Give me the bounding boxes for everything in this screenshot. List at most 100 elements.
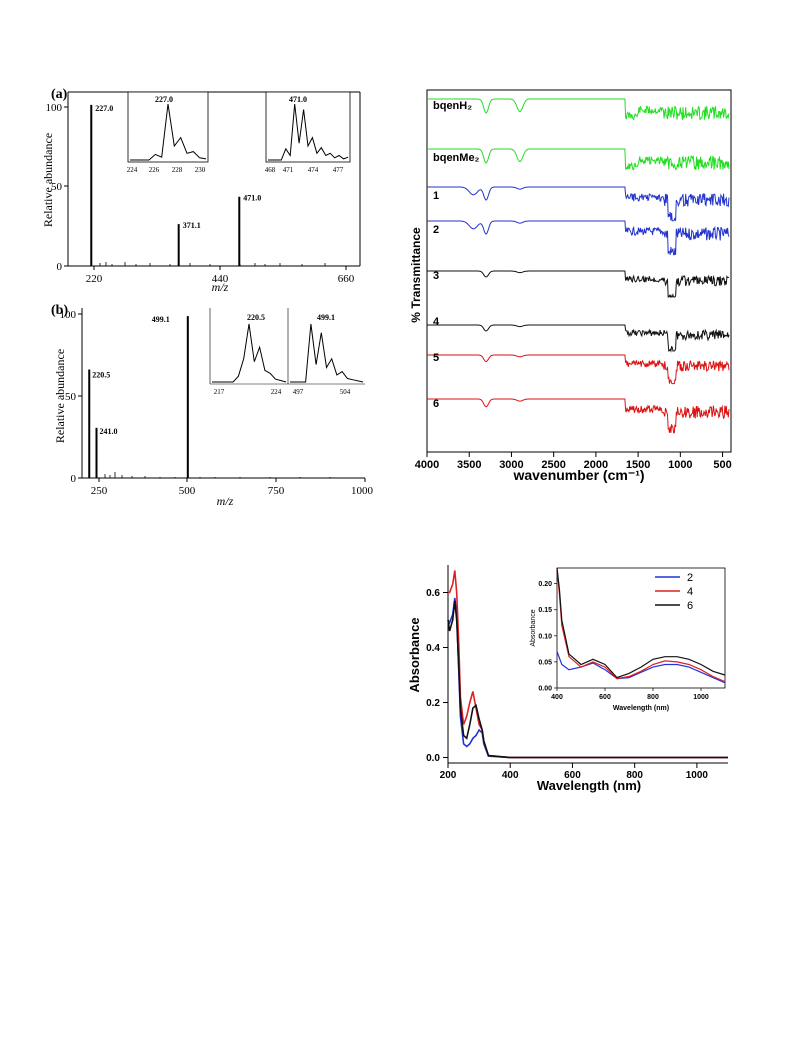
ir-series-label: 6	[433, 398, 439, 410]
ms-peak-label: 220.5	[92, 371, 110, 380]
x-tick-label: 3500	[457, 459, 481, 471]
inset-x-tick-label: 474	[308, 166, 319, 174]
y-tick-label: 0.0	[426, 753, 440, 764]
ir-series-label: 3	[433, 270, 439, 282]
ir-series-label: bqenMe₂	[433, 152, 480, 164]
ms-inset-b2: 499.1 497 504	[287, 308, 365, 396]
ir-trace	[427, 220, 730, 256]
x-tick-label: 2000	[584, 459, 608, 471]
y-tick-label: 0	[71, 473, 77, 485]
inset-peak-label: 499.1	[317, 313, 335, 322]
x-tick-label: 440	[212, 273, 229, 285]
ms-peak-label: 371.1	[183, 221, 201, 230]
y-tick-label: 50	[65, 391, 77, 403]
inset-x-tick-label: 217	[214, 388, 225, 396]
inset-peak-label: 471.0	[289, 95, 307, 104]
x-ticks: 4000 3500 3000 2500 2000 1500 1000 500	[415, 452, 732, 471]
inset-x-tick-label: 600	[599, 694, 611, 701]
x-axis-label: wavenumber (cm⁻¹)	[512, 467, 644, 483]
x-tick-label: 750	[268, 485, 285, 497]
inset-y-tick-label: 0.05	[538, 659, 552, 666]
inset-trace	[290, 323, 364, 383]
inset-x-tick-label: 230	[195, 166, 206, 174]
panel-label-b: (b)	[51, 303, 68, 318]
inset-frame	[556, 567, 726, 689]
inset-x-tick-label: 226	[149, 166, 160, 174]
inset-x-tick-label: 1000	[693, 694, 709, 701]
inset-x-tick-label: 224	[127, 166, 138, 174]
x-tick-label: 500	[713, 459, 731, 471]
y-axis-label: Relative abundance	[53, 349, 67, 443]
x-axis-label: Wavelength (nm)	[537, 778, 641, 793]
ir-trace	[427, 186, 730, 222]
ms-inset-a1: 227.0 224 226 228 230	[127, 91, 209, 174]
y-tick-label: 0	[57, 261, 63, 273]
y-axis-label: Absorbance	[407, 617, 422, 692]
ir-trace	[427, 398, 730, 434]
inset-x-axis-label: Wavelength (nm)	[613, 705, 669, 712]
inset-trace	[268, 103, 349, 161]
legend: 2 4 6	[655, 572, 693, 612]
x-tick-label: 1000	[351, 485, 374, 497]
y-axis-label: % Transmittance	[409, 227, 423, 323]
panel-label-a: (a)	[51, 87, 68, 102]
ms-peak-label: 499.1	[152, 315, 170, 324]
inset-y-axis-label: Absorbance	[530, 609, 537, 646]
uv-trace	[447, 600, 728, 759]
ms-chart-a: (a) 0 50 100 220 440 660 m/z Relative ab…	[41, 87, 361, 294]
ir-series-label: 2	[433, 224, 439, 236]
inset-x-tick-label: 800	[647, 694, 659, 701]
x-axis-label: m/z	[217, 494, 234, 508]
ms-inset-a2: 471.0 468 471 474 477	[265, 91, 351, 174]
ir-trace	[427, 270, 730, 299]
inset-x-tick-label: 477	[333, 166, 344, 174]
x-tick-label: 3000	[499, 459, 523, 471]
ticks: 200 400 600 800 1000 0.0 0.2 0.4 0.6	[426, 588, 708, 781]
inset-x-tick-label: 224	[271, 388, 282, 396]
y-tick-label: 50	[51, 181, 63, 193]
ms-chart-b: (b) 0 50 100 250 500 750 1000 m/z Relati…	[51, 303, 374, 508]
inset-x-tick-label: 471	[283, 166, 294, 174]
ms-peaks-b: 220.5 241.0 499.1	[88, 315, 189, 478]
x-axis-label: m/z	[212, 280, 229, 294]
inset-x-tick-label: 504	[340, 388, 351, 396]
y-axis-label: Relative abundance	[41, 133, 55, 227]
x-tick-label: 4000	[415, 459, 439, 471]
ir-trace	[427, 98, 730, 121]
inset-trace	[212, 323, 287, 383]
ir-trace	[427, 324, 730, 353]
x-tick-label: 220	[86, 273, 103, 285]
x-tick-label: 600	[564, 770, 581, 781]
inset-x-tick-label: 497	[293, 388, 304, 396]
x-tick-label: 200	[440, 770, 457, 781]
inset-y-tick-label: 0.15	[538, 607, 552, 614]
x-tick-label: 250	[91, 485, 108, 497]
inset-ticks: 400 600 800 1000 0.00 0.05 0.10 0.15 0.20	[538, 581, 709, 701]
inset-frame	[127, 91, 209, 163]
y-tick-label: 100	[60, 309, 77, 321]
ir-series-label: 5	[433, 352, 439, 364]
ir-series-label: 4	[433, 316, 440, 328]
ir-trace	[427, 354, 730, 385]
ms-inset-b1: 220.5 217 224	[209, 308, 288, 396]
inset-x-tick-label: 468	[265, 166, 276, 174]
uv-traces	[447, 570, 728, 759]
inset-traces	[556, 567, 726, 684]
ms-peaks-a: 227.0 371.1 471.0	[90, 104, 261, 266]
legend-label: 4	[687, 586, 693, 598]
uv-inset-trace	[556, 567, 726, 683]
inset-peak-label: 220.5	[247, 313, 265, 322]
inset-y-tick-label: 0.20	[538, 581, 552, 588]
ir-traces	[427, 98, 730, 434]
x-tick-label: 660	[338, 273, 355, 285]
x-tick-label: 800	[626, 770, 643, 781]
x-tick-label: 1500	[626, 459, 650, 471]
inset-frame	[265, 91, 351, 163]
ms-baseline-noise	[104, 472, 331, 478]
ms-peak-label: 471.0	[243, 194, 261, 203]
inset-peak-label: 227.0	[155, 95, 173, 104]
x-tick-label: 2500	[541, 459, 565, 471]
y-tick-label: 0.2	[426, 698, 440, 709]
y-tick-label: 100	[46, 102, 63, 114]
